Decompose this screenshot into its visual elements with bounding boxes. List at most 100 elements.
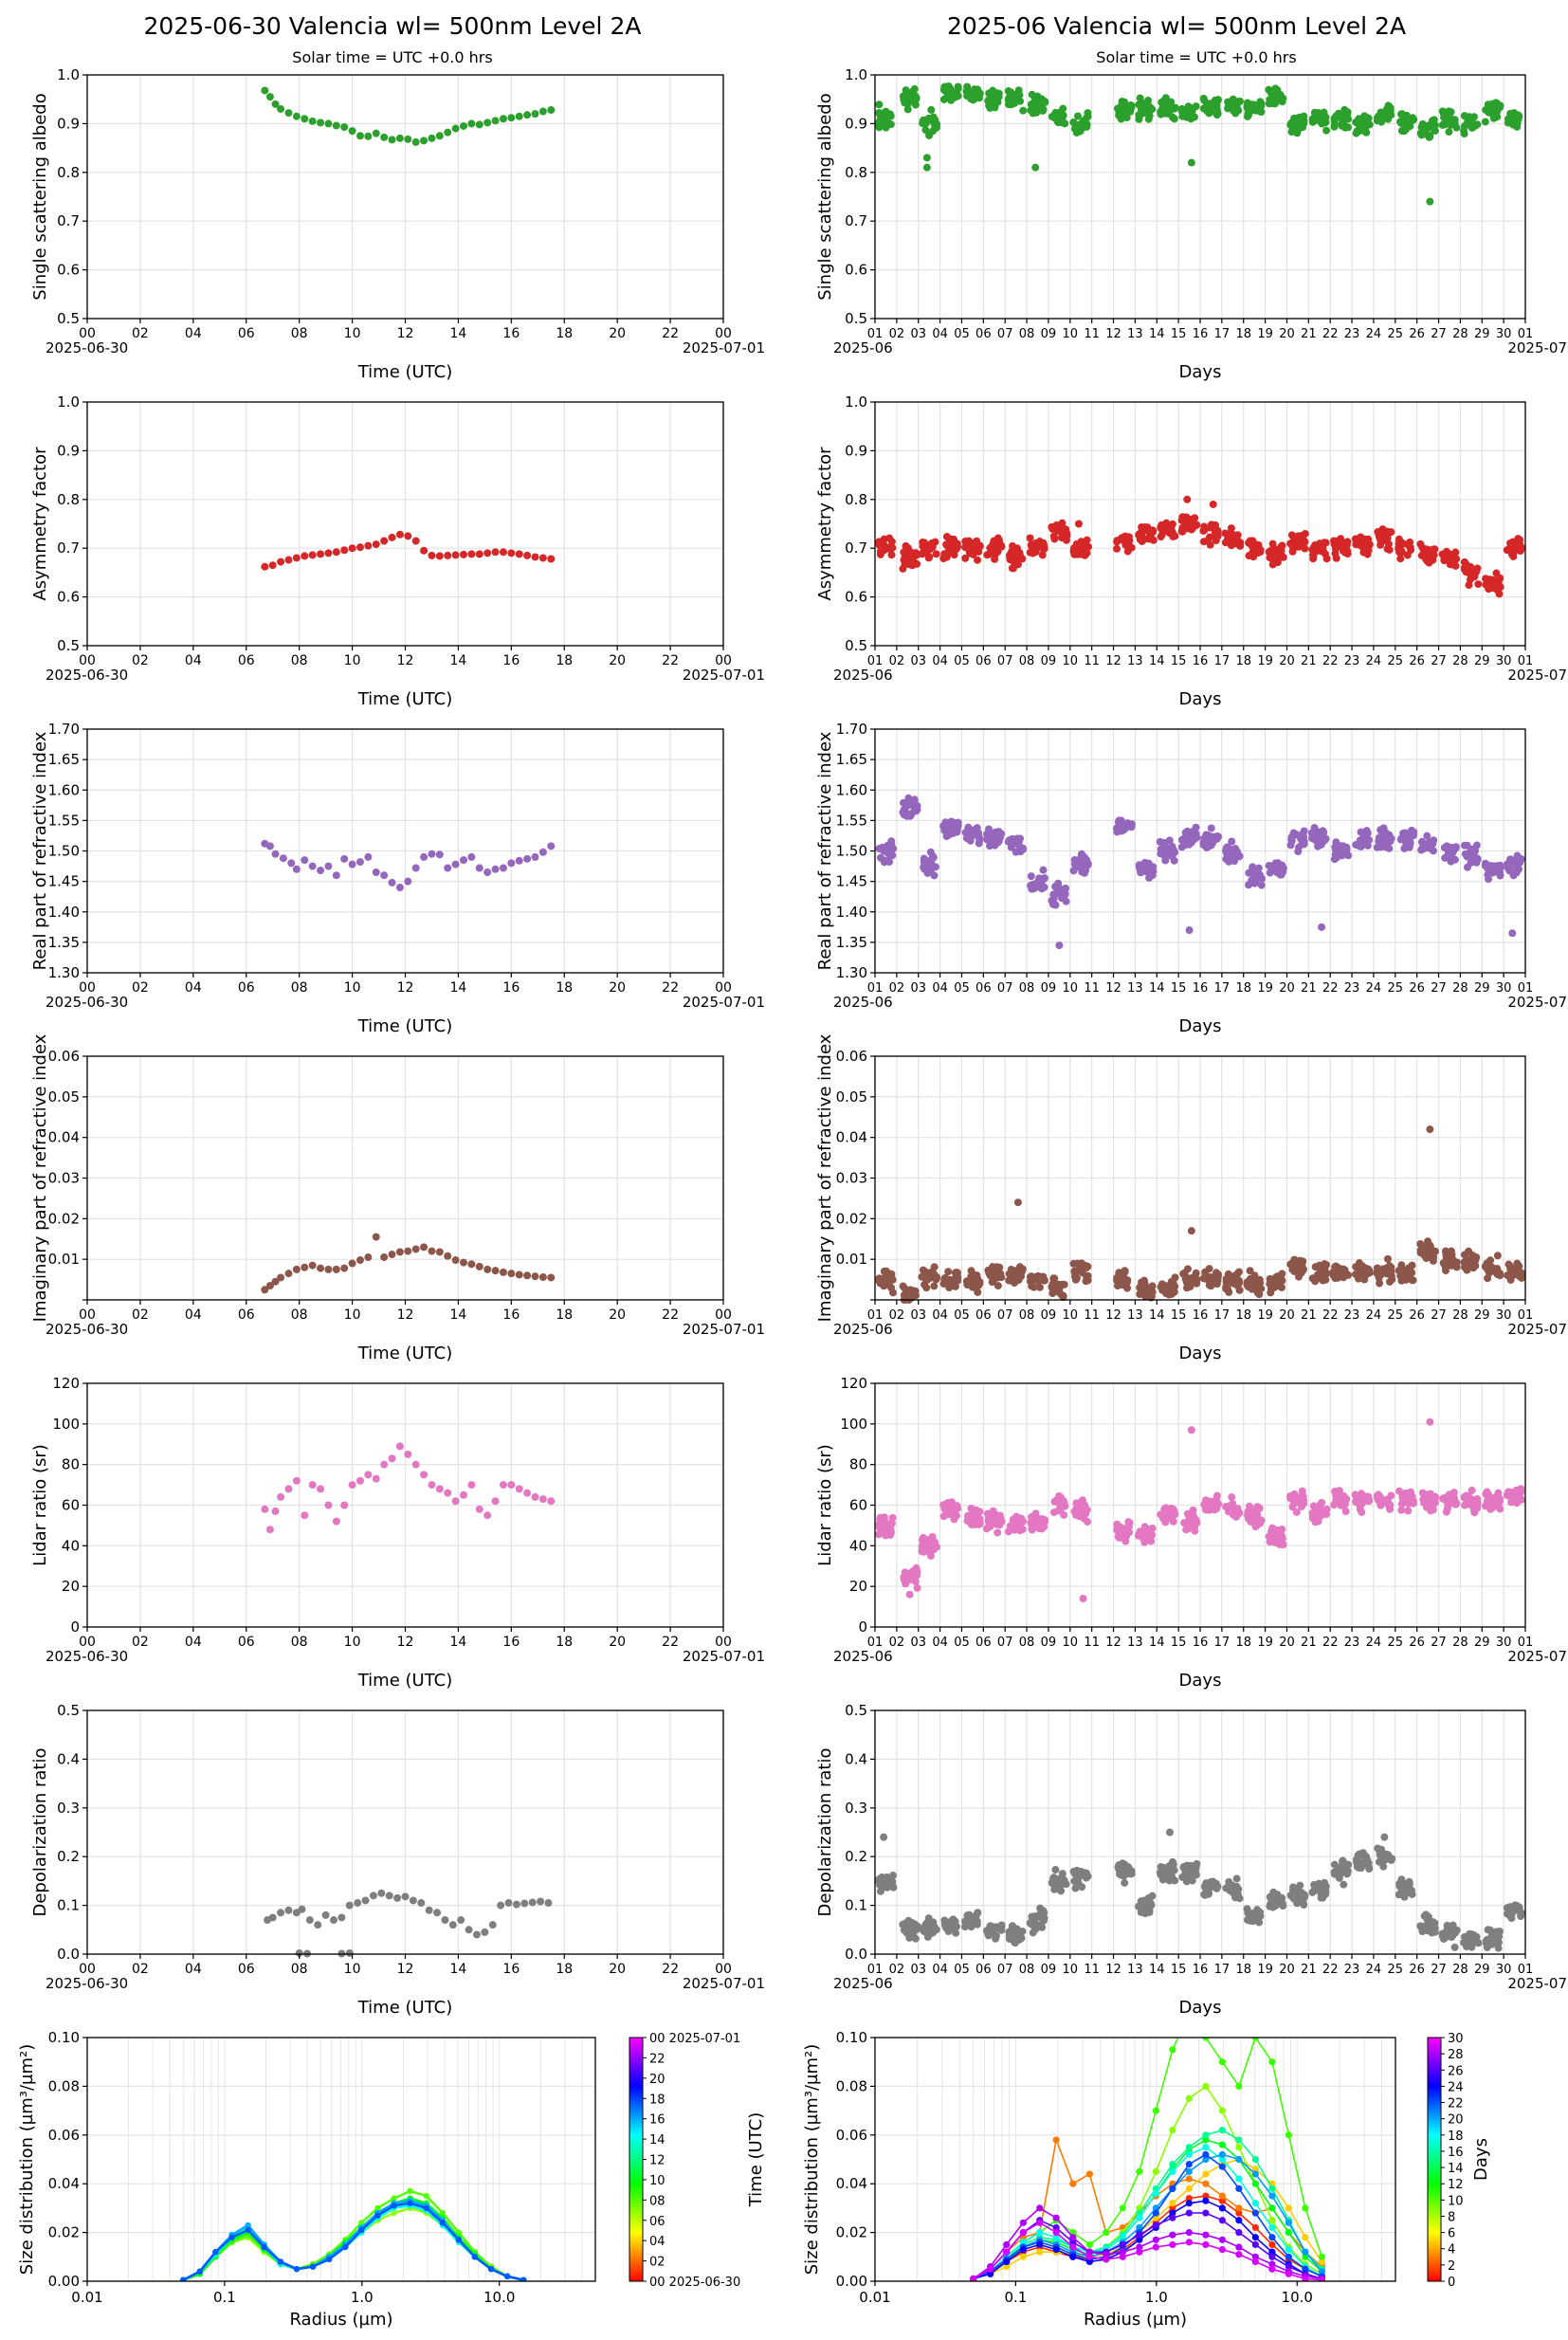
asym-month-ylabel: Asymmetry factor	[815, 447, 835, 601]
asym-month-point	[942, 533, 951, 541]
lidar-month-xtick-label: 09	[1041, 1636, 1057, 1650]
imag-month-xtick-label: 14	[1149, 1308, 1165, 1323]
lidar-month-point	[994, 1528, 1002, 1537]
real-month-xtick-label: 27	[1431, 981, 1447, 996]
real-month-point	[1485, 875, 1493, 884]
real-month-point	[1160, 838, 1169, 847]
asym-day-ytick-label: 0.7	[57, 539, 80, 557]
real-month-xlabel: Days	[1179, 1016, 1222, 1036]
depol-month-point	[997, 1926, 1006, 1934]
asym-month-xtick-label: 10	[1063, 654, 1079, 668]
lidar-day-point	[451, 1497, 460, 1506]
ssa-month-xtick-label: 27	[1431, 327, 1447, 341]
lidar-month-point	[1018, 1517, 1027, 1526]
imag-month-point	[904, 1290, 913, 1299]
depol-month-point	[1321, 1878, 1329, 1887]
lidar-day-ytick-label: 120	[52, 1375, 80, 1392]
depol-day-point	[520, 1899, 529, 1908]
depol-day-point	[295, 1948, 303, 1957]
real-day-xtick-label: 06	[238, 980, 255, 996]
ssa-day-point	[364, 132, 373, 140]
imag-month-point	[1357, 1270, 1365, 1278]
ssa-month-xtick-label: 08	[1019, 327, 1035, 341]
depol-day-point	[488, 1921, 497, 1929]
asym-day-xtick-label: 12	[397, 653, 414, 668]
ssa-month-point	[1384, 115, 1393, 123]
depol-month-point	[1297, 1889, 1305, 1897]
lidar-month-point	[1449, 1489, 1458, 1497]
lidar-month-point	[975, 1520, 983, 1528]
real-month-point	[1170, 856, 1178, 865]
asym-day-xtick-label: 00	[715, 653, 732, 668]
real-day-point	[428, 850, 436, 858]
ssa-month-point	[902, 86, 910, 95]
real-month-point	[1069, 867, 1078, 875]
real-day-ytick-label: 1.35	[48, 934, 80, 951]
asym-month-point	[1279, 553, 1287, 561]
ssa-month-point	[1400, 119, 1409, 128]
depol-month-point	[1267, 1897, 1276, 1906]
lidar-month-point	[1399, 1491, 1408, 1500]
imag-month-end-date: 2025-07	[1507, 1321, 1567, 1338]
lidar-day-point	[395, 1442, 404, 1451]
lidar-month-xtick-label: 06	[975, 1636, 992, 1650]
lidar-month-point	[970, 1515, 978, 1524]
depol-day-point	[465, 1926, 473, 1934]
asym-month-point	[927, 543, 936, 552]
lidar-day-point	[475, 1505, 483, 1513]
real-month-point	[1055, 941, 1064, 950]
ssa-month-point	[1402, 111, 1411, 119]
real-day-xtick-label: 08	[291, 980, 308, 996]
lidar-month-point	[1496, 1505, 1504, 1513]
lidar-month-point	[1316, 1508, 1324, 1516]
asym-month-point	[1451, 555, 1460, 563]
real-month-ytick-label: 1.35	[836, 934, 867, 951]
lidar-month-point	[1122, 1531, 1131, 1540]
real-day-xtick-label: 16	[502, 980, 520, 996]
depol-month-point	[1193, 1859, 1201, 1868]
ssa-month-xtick-label: 22	[1322, 327, 1339, 341]
asym-month-point	[961, 554, 970, 562]
asym-month-point	[1117, 536, 1125, 544]
depol-day-point	[497, 1901, 505, 1910]
imag-day-ytick-label: 0.05	[48, 1088, 80, 1106]
imag-month-xtick-label: 01	[867, 1308, 884, 1323]
ssa-day-point	[277, 104, 285, 113]
asym-month-point	[1169, 532, 1177, 540]
imag-day-point	[435, 1248, 444, 1256]
asym-month-point	[913, 559, 921, 568]
asym-month-point	[1493, 576, 1502, 585]
right-figure-title: 2025-06 Valencia wl= 500nm Level 2A	[947, 12, 1406, 40]
real-day-start-date: 2025-06-30	[46, 994, 128, 1011]
asym-month-ytick-label: 0.7	[845, 539, 867, 557]
imag-month-point	[930, 1282, 939, 1290]
asym-month-point	[909, 551, 918, 559]
lidar-day-xtick-label: 10	[344, 1635, 361, 1650]
imag-month-xtick-label: 05	[954, 1308, 970, 1323]
asym-month-point	[1278, 541, 1286, 550]
ssa-month-point	[927, 105, 936, 114]
depol-month-point	[1158, 1864, 1167, 1873]
asym-month-point	[931, 538, 939, 546]
depol-month-point	[1378, 1857, 1387, 1866]
imag-month-point	[1315, 1261, 1323, 1270]
imag-month-point	[1388, 1275, 1396, 1284]
imag-month-point	[1246, 1267, 1254, 1275]
lidar-month-point	[912, 1563, 921, 1572]
lidar-month-xlabel: Days	[1179, 1671, 1222, 1691]
lidar-month-xtick-label: 08	[1019, 1636, 1035, 1650]
lidar-month-point	[1512, 1499, 1521, 1508]
real-day-point	[475, 864, 483, 872]
real-month-ytick-label: 1.45	[836, 873, 867, 890]
ssa-day-point	[411, 137, 420, 146]
imag-month-xtick-label: 12	[1105, 1308, 1121, 1323]
imag-month-point	[1054, 1288, 1063, 1296]
lidar-month-point	[1292, 1508, 1301, 1516]
ssa-month-point	[881, 111, 889, 119]
lidar-month-end-date: 2025-07	[1507, 1648, 1567, 1665]
asym-day-point	[301, 552, 309, 560]
ssa-month-ytick-label: 0.9	[845, 115, 867, 132]
real-day-xtick-label: 02	[132, 980, 149, 996]
ssa-month-point	[1473, 120, 1482, 129]
real-day-point	[499, 864, 507, 872]
